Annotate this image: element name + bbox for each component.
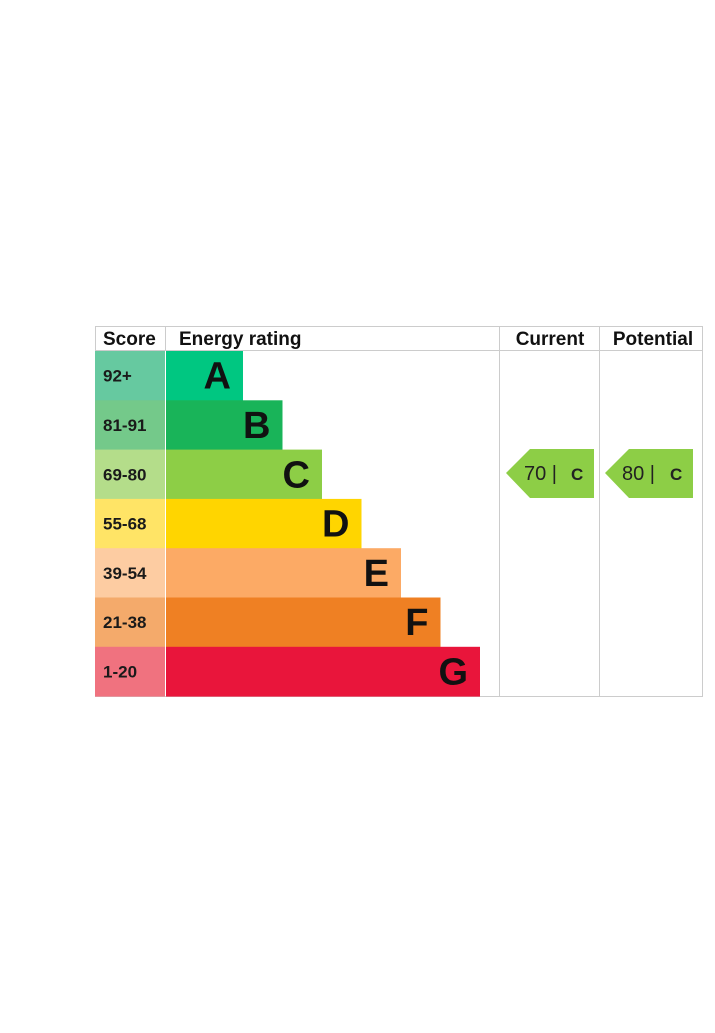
band-bar-f	[166, 597, 441, 648]
band-letter-f: F	[405, 602, 428, 644]
potential-rating-band: C	[670, 465, 682, 484]
current-rating-value: 70 |	[524, 463, 557, 485]
band-bar-d	[166, 498, 362, 549]
band-bar-a	[166, 351, 243, 401]
header-current: Current	[516, 329, 585, 350]
band-letter-d: D	[322, 504, 349, 546]
score-label-g: 1-20	[103, 662, 137, 681]
score-cell-f	[95, 597, 165, 648]
score-cell-a	[95, 351, 165, 401]
band-letter-e: E	[364, 553, 389, 595]
band-letter-c: C	[283, 454, 310, 496]
score-label-e: 39-54	[103, 564, 147, 583]
score-label-d: 55-68	[103, 515, 146, 534]
current-rating-indicator: 70 | C	[506, 449, 594, 498]
band-letter-g: G	[438, 651, 468, 693]
potential-rating-indicator: 80 | C	[605, 449, 693, 498]
score-label-b: 81-91	[103, 416, 146, 435]
band-letter-a: A	[204, 356, 231, 398]
score-cell-c	[95, 449, 165, 500]
band-bar-c	[166, 449, 322, 500]
score-cell-e	[95, 548, 165, 598]
score-label-a: 92+	[103, 367, 132, 386]
score-label-c: 69-80	[103, 465, 146, 484]
current-rating-band: C	[571, 465, 583, 484]
band-bar-g	[166, 646, 480, 697]
current-rating-arrow	[506, 449, 594, 498]
potential-rating-value: 80 |	[622, 463, 655, 485]
header-potential: Potential	[613, 329, 693, 350]
band-letter-b: B	[243, 405, 270, 447]
potential-rating-arrow	[605, 449, 693, 498]
rating-bands: 92+ A 81-91 B 69-80 C 55-68 D 39-54 E 21-38 F 1-20 G	[95, 351, 480, 697]
header-score: Score	[103, 329, 156, 350]
score-cell-b	[95, 400, 165, 451]
header-energy-rating: Energy rating	[179, 329, 301, 350]
band-bar-b	[166, 400, 283, 451]
score-label-f: 21-38	[103, 613, 146, 632]
band-bar-e	[166, 548, 401, 598]
score-cell-d	[95, 498, 165, 549]
score-cell-g	[95, 646, 165, 697]
